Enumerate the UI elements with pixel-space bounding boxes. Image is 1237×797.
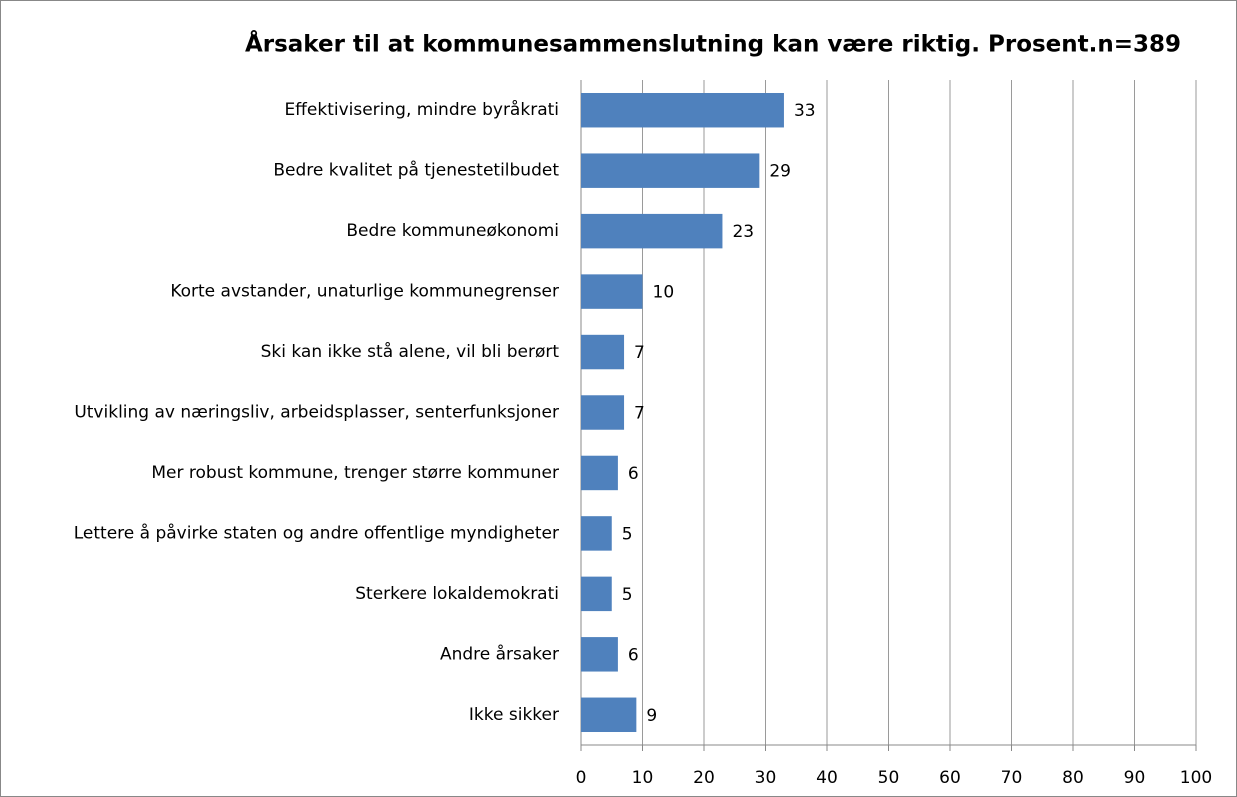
- y-tick-label: Mer robust kommune, trenger større kommu…: [151, 463, 559, 483]
- bar: [581, 153, 760, 188]
- bar: [581, 637, 618, 672]
- value-label: 7: [634, 343, 645, 363]
- x-tick-label: 20: [693, 768, 715, 788]
- y-tick-label: Lettere å påvirke staten og andre offent…: [74, 522, 559, 543]
- bar: [581, 516, 612, 551]
- y-tick-label: Korte avstander, unaturlige kommunegrens…: [170, 282, 559, 302]
- value-label: 23: [732, 222, 754, 242]
- x-tick-label: 10: [632, 768, 654, 788]
- value-label: 33: [794, 101, 816, 121]
- bar: [581, 334, 625, 370]
- value-label: 5: [622, 585, 633, 605]
- chart-title: Årsaker til at kommunesammenslutning kan…: [245, 30, 1181, 58]
- value-label: 9: [646, 706, 657, 726]
- x-tick-label: 90: [1124, 768, 1146, 788]
- value-label: 7: [634, 404, 645, 424]
- value-label: 6: [628, 645, 639, 665]
- x-tick-label: 100: [1180, 768, 1212, 788]
- x-tick-label: 80: [1062, 768, 1084, 788]
- x-tick-label: 70: [1001, 768, 1023, 788]
- y-tick-label: Ikke sikker: [469, 705, 559, 725]
- y-tick-label: Utvikling av næringsliv, arbeidsplasser,…: [74, 403, 559, 423]
- y-tick-label: Bedre kvalitet på tjenestetilbudet: [273, 160, 559, 181]
- x-tick-label: 60: [939, 768, 961, 788]
- bar: [581, 92, 784, 128]
- bar: [581, 455, 618, 491]
- bar: [581, 576, 612, 612]
- value-label: 29: [769, 162, 791, 182]
- y-tick-label: Bedre kommuneøkonomi: [346, 221, 559, 241]
- value-label: 10: [653, 283, 675, 303]
- value-label: 5: [622, 524, 633, 544]
- value-label: 6: [628, 464, 639, 484]
- bar: [581, 395, 625, 430]
- y-tick-label: Andre årsaker: [440, 643, 559, 664]
- bar: [581, 213, 723, 249]
- y-tick-label: Effektivisering, mindre byråkrati: [284, 99, 559, 120]
- y-tick-label: Sterkere lokaldemokrati: [355, 584, 559, 604]
- bar: [581, 274, 643, 309]
- x-tick-label: 30: [755, 768, 777, 788]
- x-tick-label: 40: [816, 768, 838, 788]
- x-tick-label: 50: [878, 768, 900, 788]
- bar: [581, 697, 637, 733]
- y-tick-label: Ski kan ikke stå alene, vil bli berørt: [261, 341, 560, 362]
- x-tick-label: 0: [576, 768, 587, 788]
